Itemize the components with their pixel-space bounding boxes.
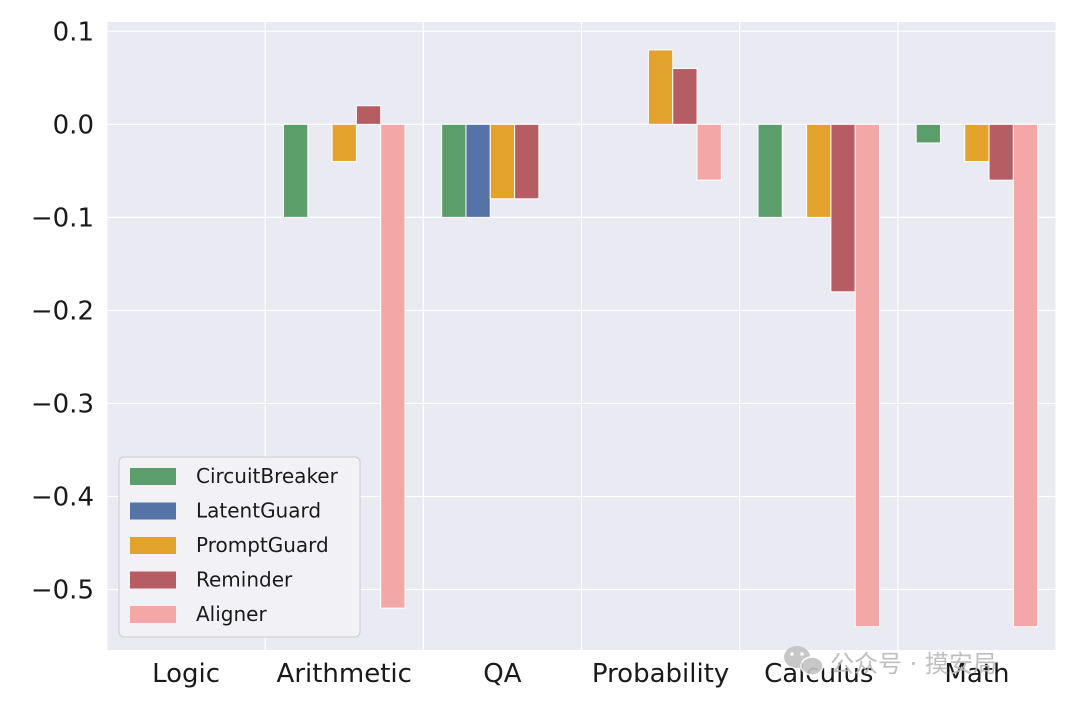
- legend-swatch-latentguard: [130, 502, 176, 520]
- legend-box: [118, 456, 361, 638]
- x-axis-tick-labels: Logic Arithmetic QA Probability Calculus Math: [152, 659, 1009, 689]
- legend-label-circuitbreaker: CircuitBreaker: [196, 464, 339, 488]
- watermark: 公众号 · 摸安局: [784, 646, 997, 678]
- y-tick-label: −0.3: [31, 389, 94, 419]
- bar-reminder-math: [988, 123, 1014, 181]
- bar-reminder-calculus: [830, 123, 856, 293]
- bar-aligner-probability: [696, 123, 722, 181]
- y-tick-label: 0.0: [53, 110, 94, 140]
- legend-label-reminder: Reminder: [196, 568, 293, 592]
- y-tick-label: −0.1: [31, 203, 94, 233]
- legend-swatch-promptguard: [130, 537, 176, 554]
- x-tick-label-logic: Logic: [152, 659, 220, 689]
- x-tick-label-qa: QA: [483, 659, 521, 689]
- bar-promptguard-qa: [489, 123, 516, 200]
- legend-swatch-aligner: [130, 606, 176, 623]
- legend-label-aligner: Aligner: [196, 602, 267, 626]
- y-tick-label: −0.5: [31, 576, 94, 606]
- x-tick-label-math: Math: [944, 659, 1009, 689]
- bar-latentguard-qa: [465, 123, 491, 218]
- legend-swatch-circuitbreaker: [130, 468, 176, 485]
- legend-label-latentguard: LatentGuard: [196, 499, 321, 523]
- bar-circuitbreaker-math: [915, 123, 941, 144]
- wechat-icon: [784, 646, 824, 676]
- y-tick-label: 0.1: [53, 17, 94, 47]
- legend-swatch-reminder: [130, 571, 176, 589]
- legend-label-promptguard: PromptGuard: [196, 533, 329, 557]
- bar-reminder-probability: [672, 68, 698, 125]
- bar-reminder-arithmetic: [355, 105, 382, 125]
- watermark-text: 公众号 · 摸安局: [830, 650, 997, 678]
- legend: CircuitBreaker LatentGuard PromptGuard Remi…: [118, 456, 361, 638]
- bar-promptguard-arithmetic: [331, 123, 357, 163]
- legend-items: CircuitBreaker LatentGuard PromptGuard Remi…: [130, 464, 339, 626]
- bar-circuitbreaker-calculus: [757, 123, 783, 218]
- y-tick-label: −0.2: [31, 296, 94, 326]
- bar-aligner-calculus: [854, 123, 881, 628]
- bar-circuitbreaker-arithmetic: [283, 123, 309, 218]
- bar-aligner-arithmetic: [380, 123, 406, 609]
- bar-reminder-qa: [514, 123, 540, 200]
- bar-promptguard-calculus: [806, 123, 832, 218]
- bar-promptguard-probability: [647, 49, 674, 125]
- bar-circuitbreaker-qa: [441, 123, 467, 218]
- grid-lines: [106, 22, 1057, 650]
- bar-aligner-math: [1012, 123, 1039, 628]
- x-tick-label-probability: Probability: [592, 659, 729, 689]
- y-tick-label: −0.4: [31, 482, 94, 512]
- bars: [283, 49, 1039, 628]
- y-axis-tick-labels: 0.1 0.0 −0.1 −0.2 −0.3 −0.4 −0.5: [31, 17, 94, 605]
- x-tick-label-arithmetic: Arithmetic: [277, 659, 412, 689]
- bar-promptguard-math: [964, 123, 990, 163]
